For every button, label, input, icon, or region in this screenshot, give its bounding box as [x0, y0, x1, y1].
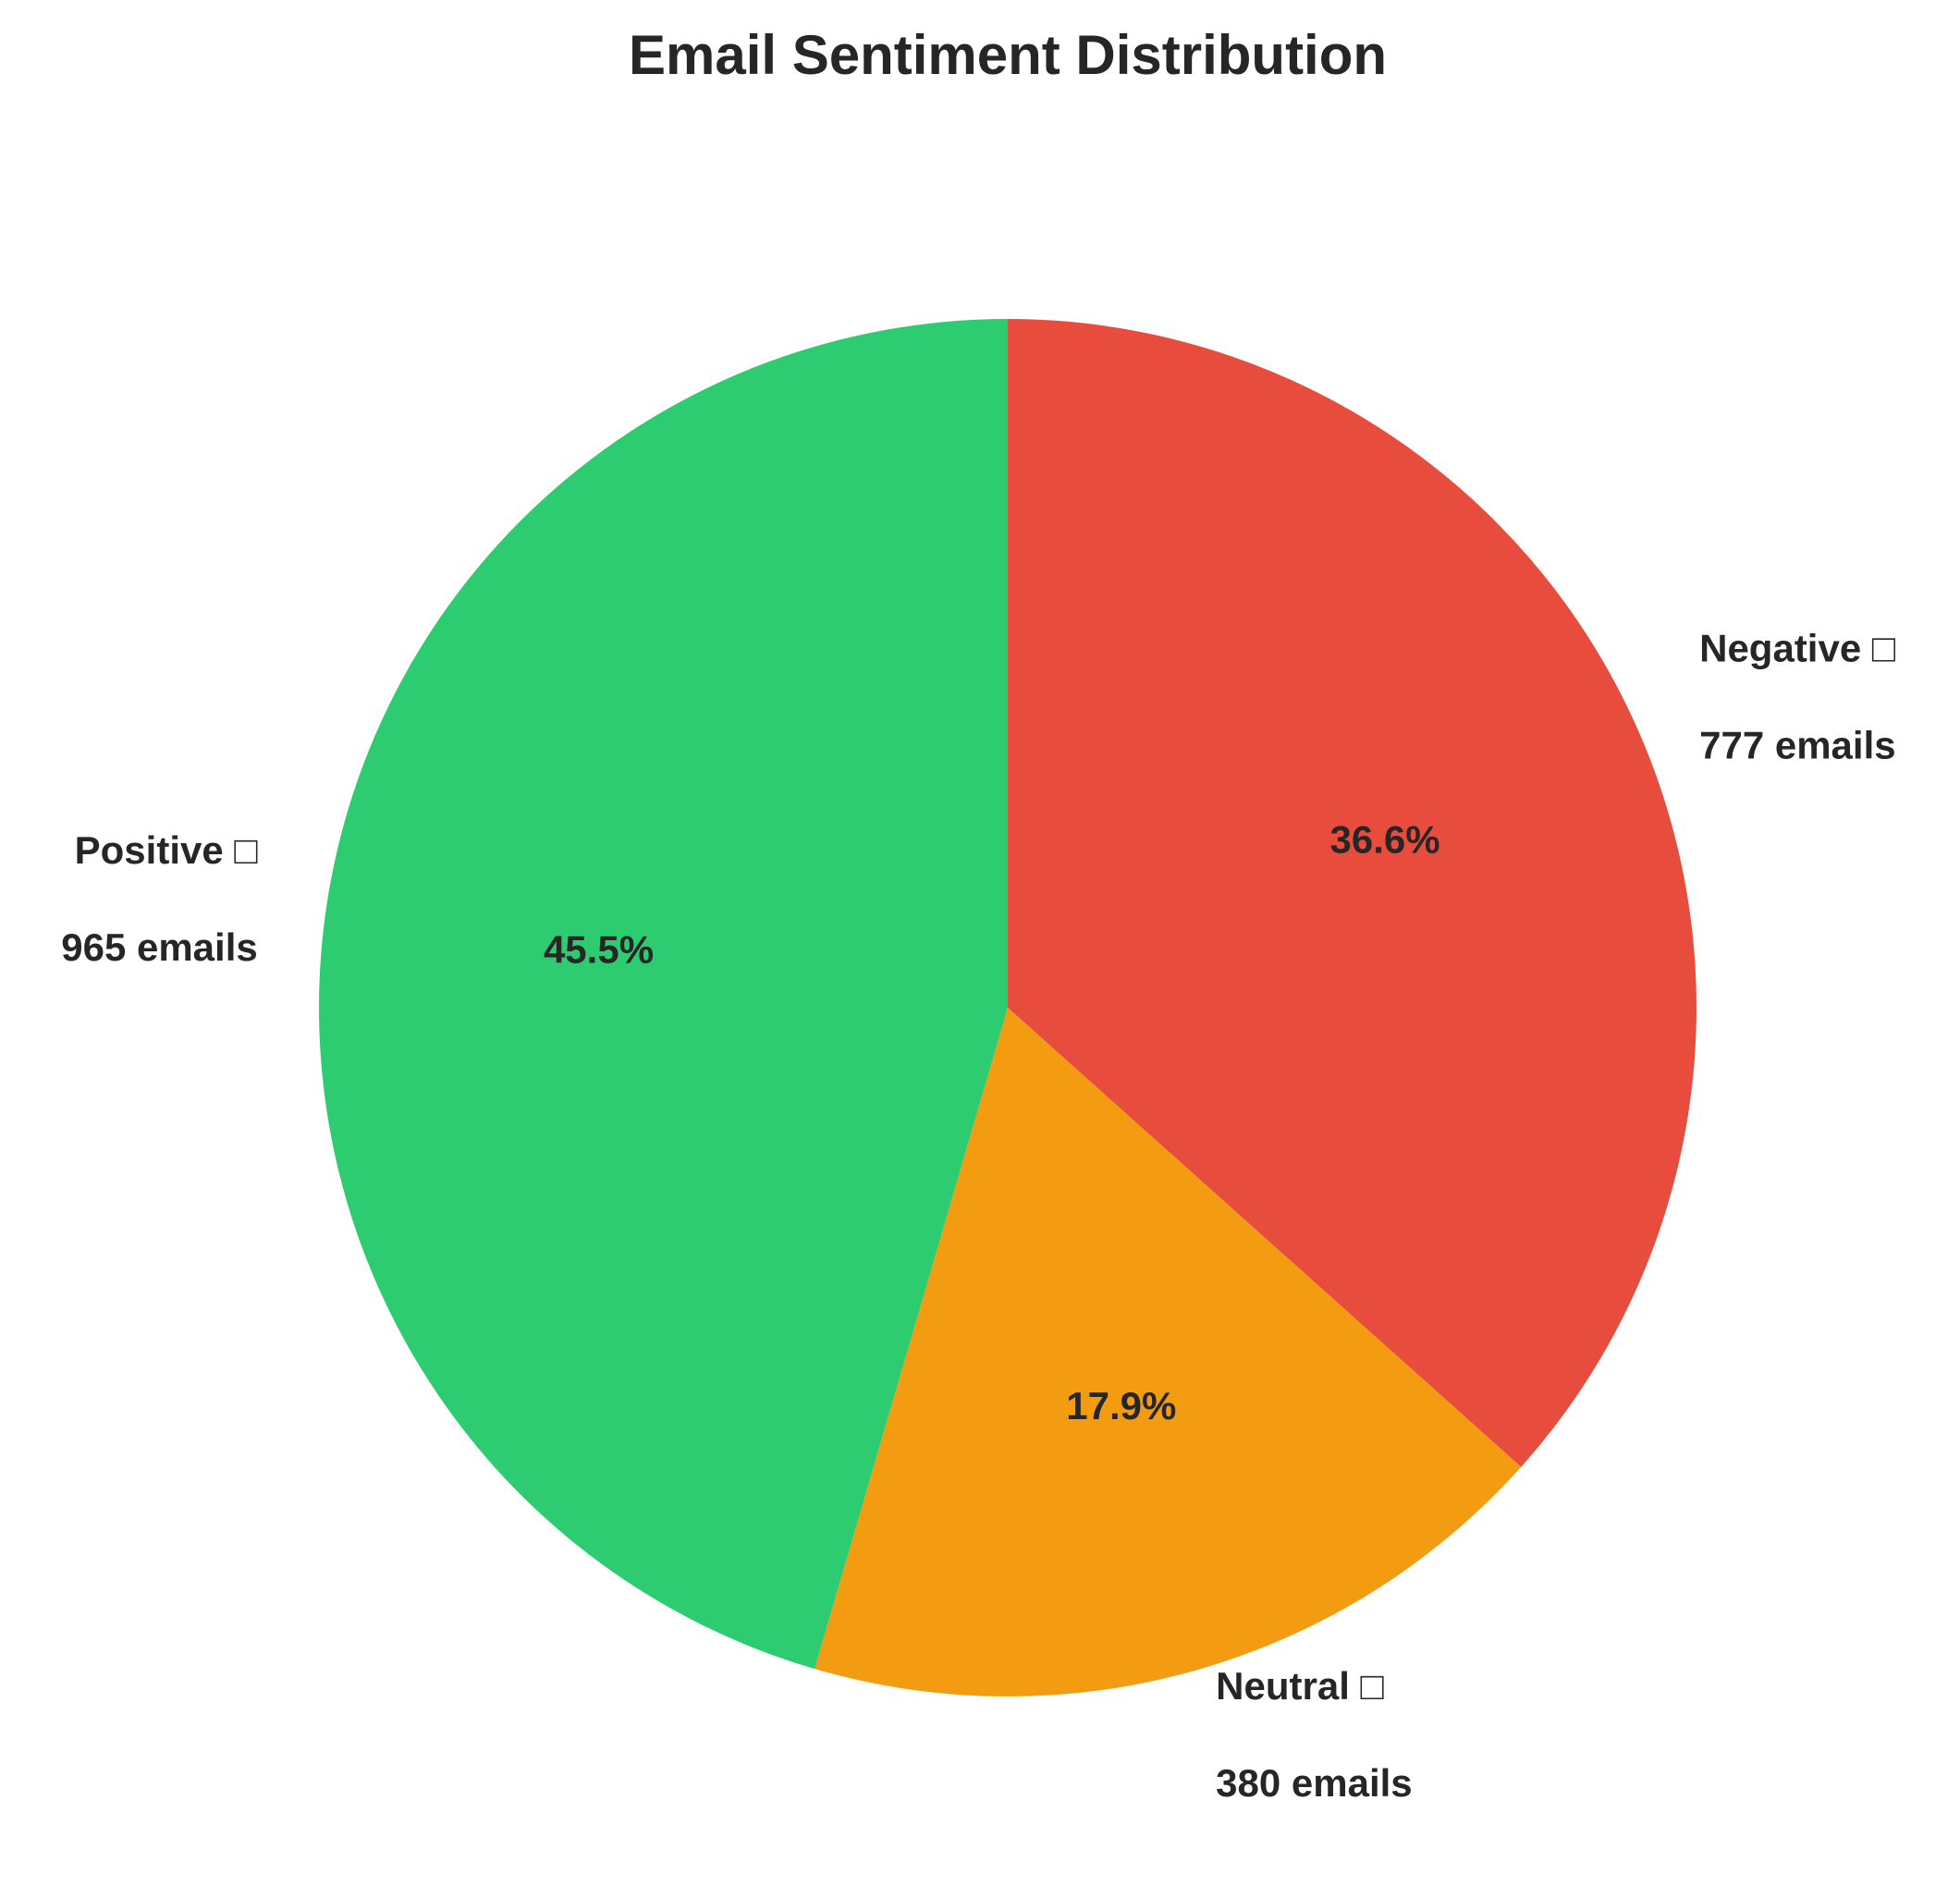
slice-label-positive: Positive □ [75, 828, 259, 872]
slice-count-negative: 777 emails [1699, 723, 1896, 766]
pie-labels: 36.6% Negative □ 777 emails 17.9% Neutral □ 3… [61, 626, 1896, 1804]
slice-count-positive: 965 emails [61, 925, 258, 969]
percent-label-positive: 45.5% [544, 928, 654, 972]
chart-title: Email Sentiment Distribution [629, 24, 1387, 86]
pie-slice-negative [1008, 319, 1697, 1467]
pie-slice-neutral [815, 1008, 1522, 1697]
slice-count-neutral: 380 emails [1216, 1761, 1413, 1805]
percent-label-neutral: 17.9% [1066, 1384, 1176, 1427]
slice-label-negative: Negative □ [1699, 626, 1896, 669]
pie-slice-positive [319, 319, 1009, 1670]
pie-slices [319, 319, 1697, 1697]
percent-label-negative: 36.6% [1330, 818, 1440, 862]
slice-label-neutral: Neutral □ [1216, 1664, 1384, 1708]
